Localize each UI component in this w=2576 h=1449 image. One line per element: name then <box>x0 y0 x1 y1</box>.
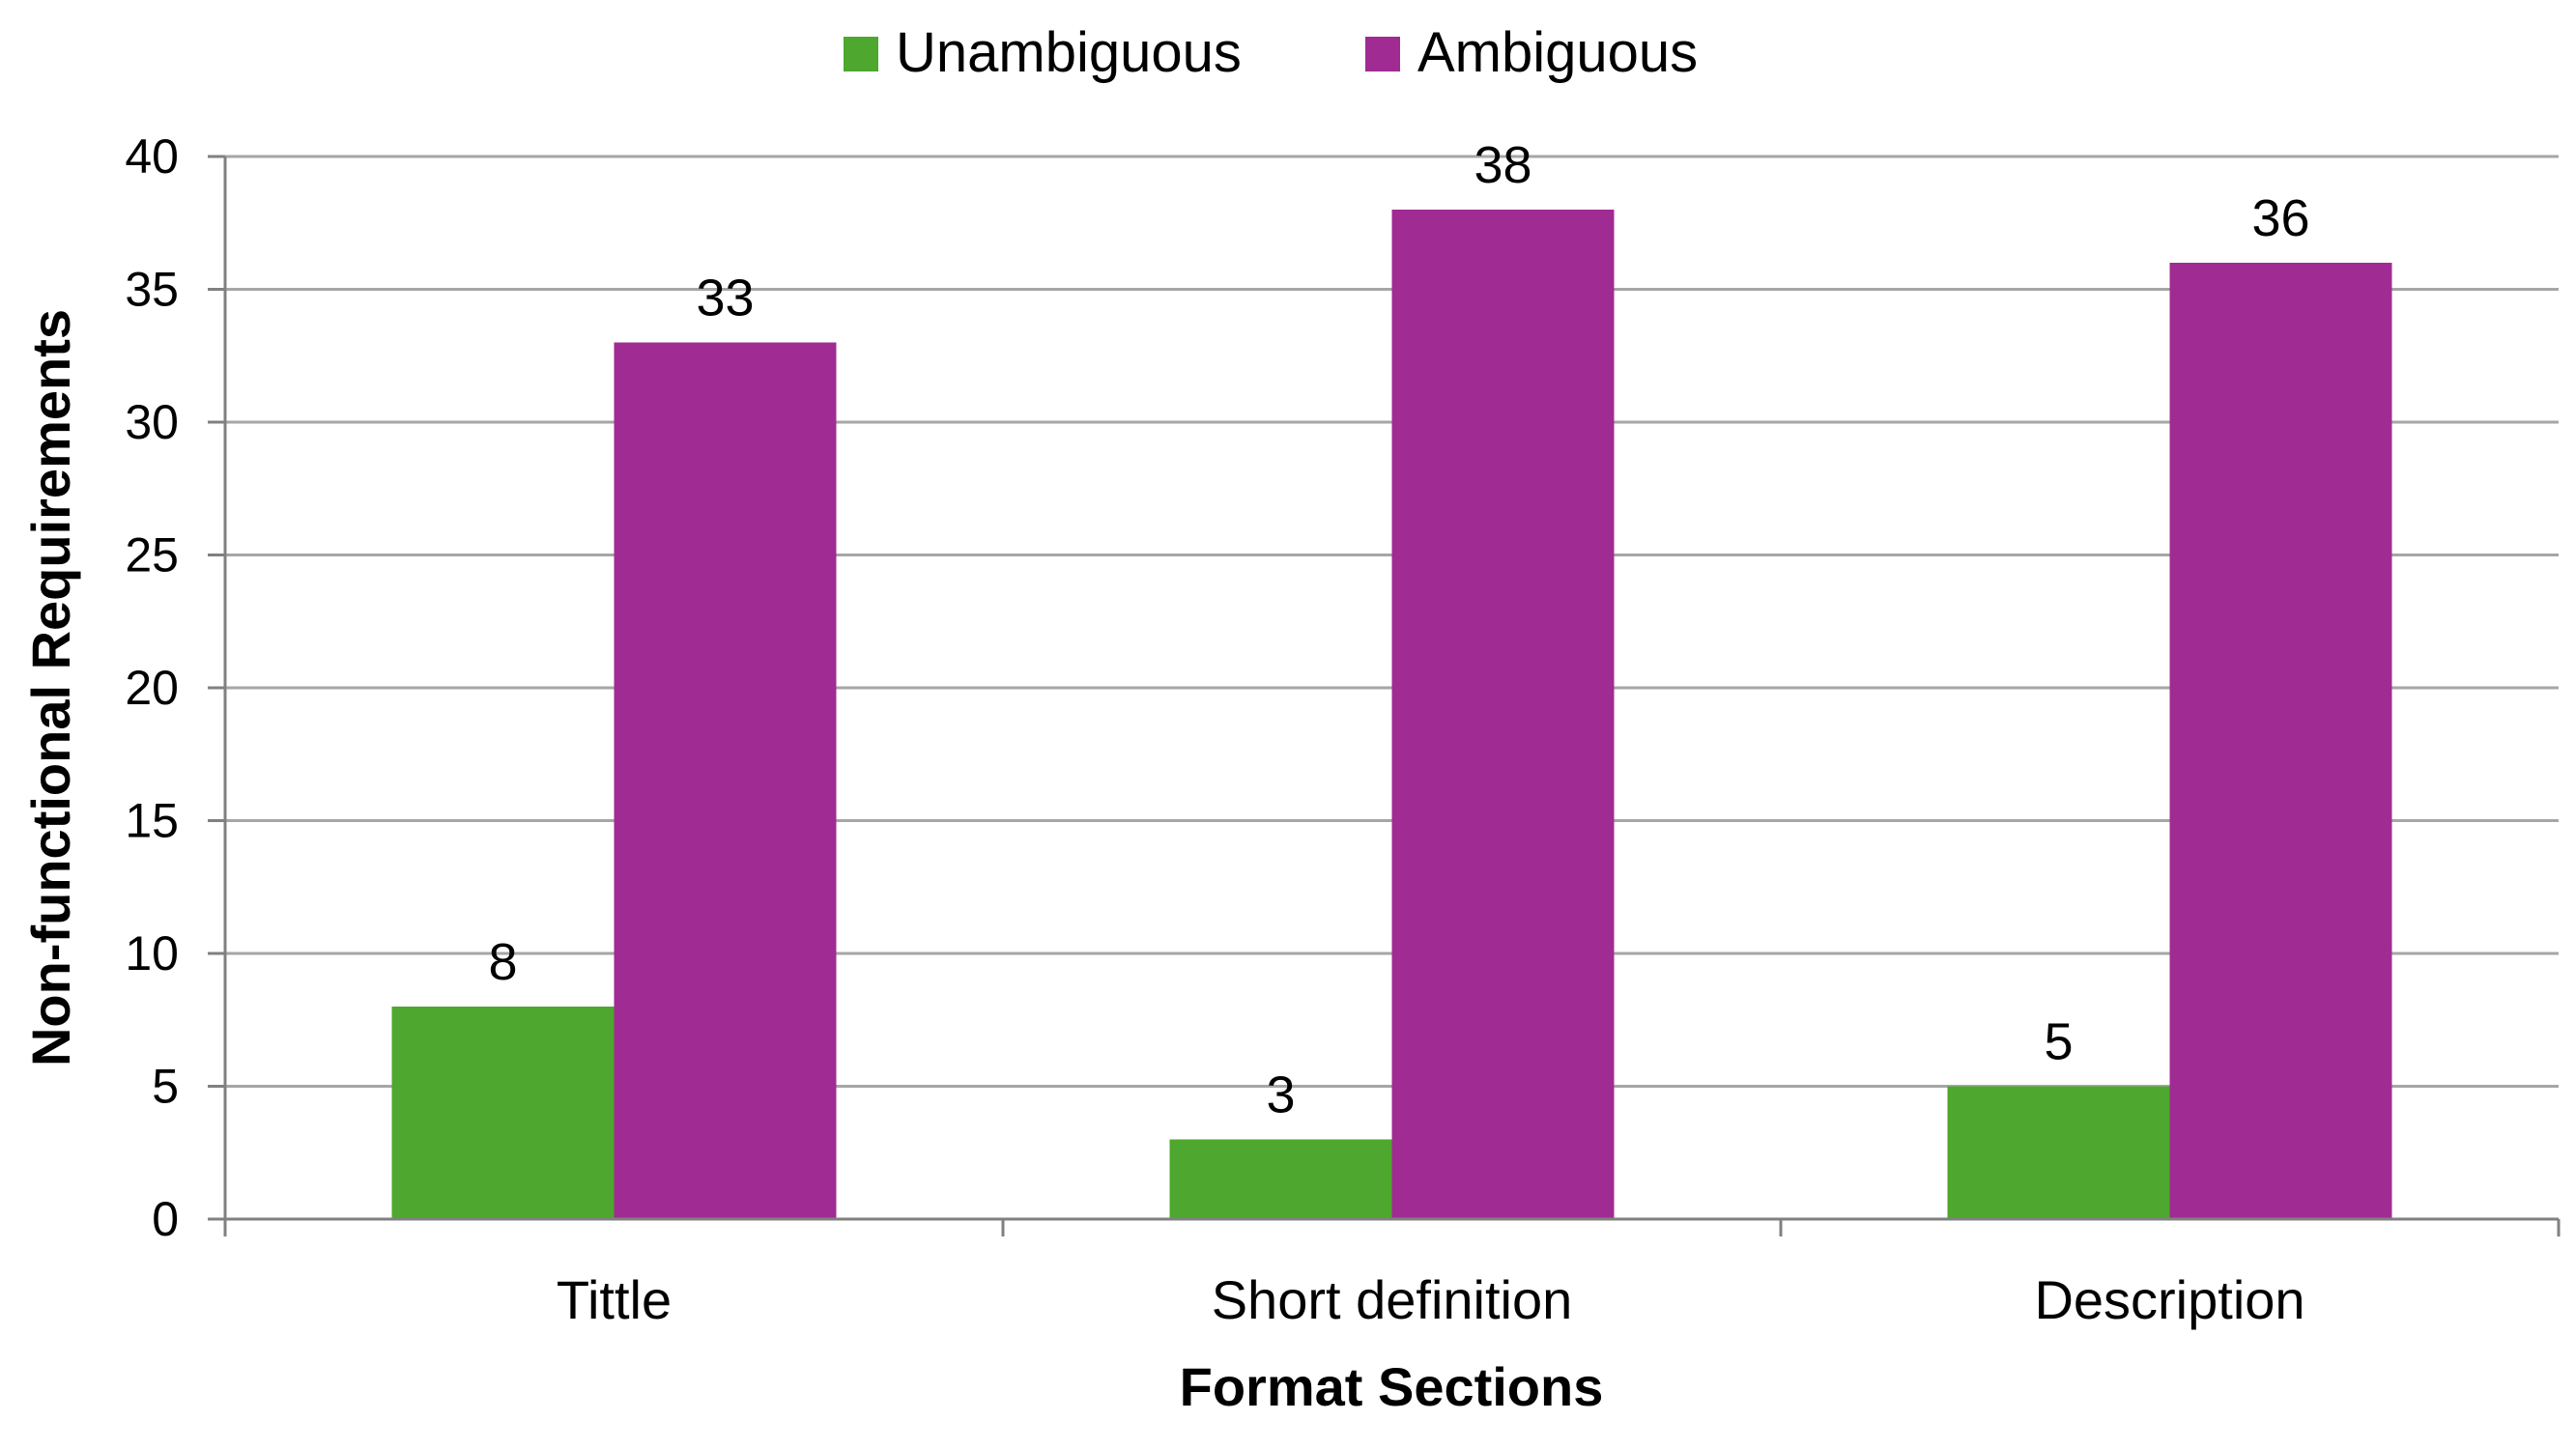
y-tick-label: 5 <box>152 1060 179 1114</box>
data-label-unambiguous: 5 <box>2044 1013 2073 1071</box>
bar-ambiguous <box>1391 210 1615 1219</box>
y-tick-label: 35 <box>125 263 179 317</box>
data-label-unambiguous: 3 <box>1266 1066 1295 1124</box>
bar-unambiguous <box>1947 1086 2170 1219</box>
legend: Unambiguous Ambiguous <box>844 21 1698 84</box>
x-tick-label: Short definition <box>1212 1269 1573 1330</box>
y-tick-label: 40 <box>125 129 179 184</box>
data-label-ambiguous: 33 <box>696 270 754 327</box>
x-axis-title: Format Sections <box>1180 1356 1604 1417</box>
bars <box>391 210 2392 1219</box>
y-tick-label: 30 <box>125 395 179 449</box>
y-tick-label: 10 <box>125 926 179 980</box>
bar-ambiguous <box>614 342 837 1219</box>
bar-unambiguous <box>391 1007 615 1219</box>
data-label-ambiguous: 36 <box>2251 189 2309 247</box>
bar-unambiguous <box>1169 1139 1392 1219</box>
y-axis-title: Non-functional Requirements <box>20 309 81 1066</box>
legend-label-ambiguous: Ambiguous <box>1417 21 1698 84</box>
data-label-ambiguous: 38 <box>1474 136 1531 194</box>
y-tick-label: 0 <box>152 1192 179 1246</box>
y-tick-label: 15 <box>125 794 179 848</box>
y-tick-label: 20 <box>125 661 179 715</box>
bar-ambiguous <box>2169 263 2392 1219</box>
x-tick-label: Description <box>2034 1269 2304 1330</box>
legend-swatch-ambiguous <box>1365 37 1400 71</box>
y-tick-label: 25 <box>125 528 179 582</box>
data-label-unambiguous: 8 <box>488 933 517 991</box>
x-tick-label: Tittle <box>557 1269 672 1330</box>
legend-label-unambiguous: Unambiguous <box>896 21 1242 84</box>
legend-swatch-unambiguous <box>844 37 878 71</box>
